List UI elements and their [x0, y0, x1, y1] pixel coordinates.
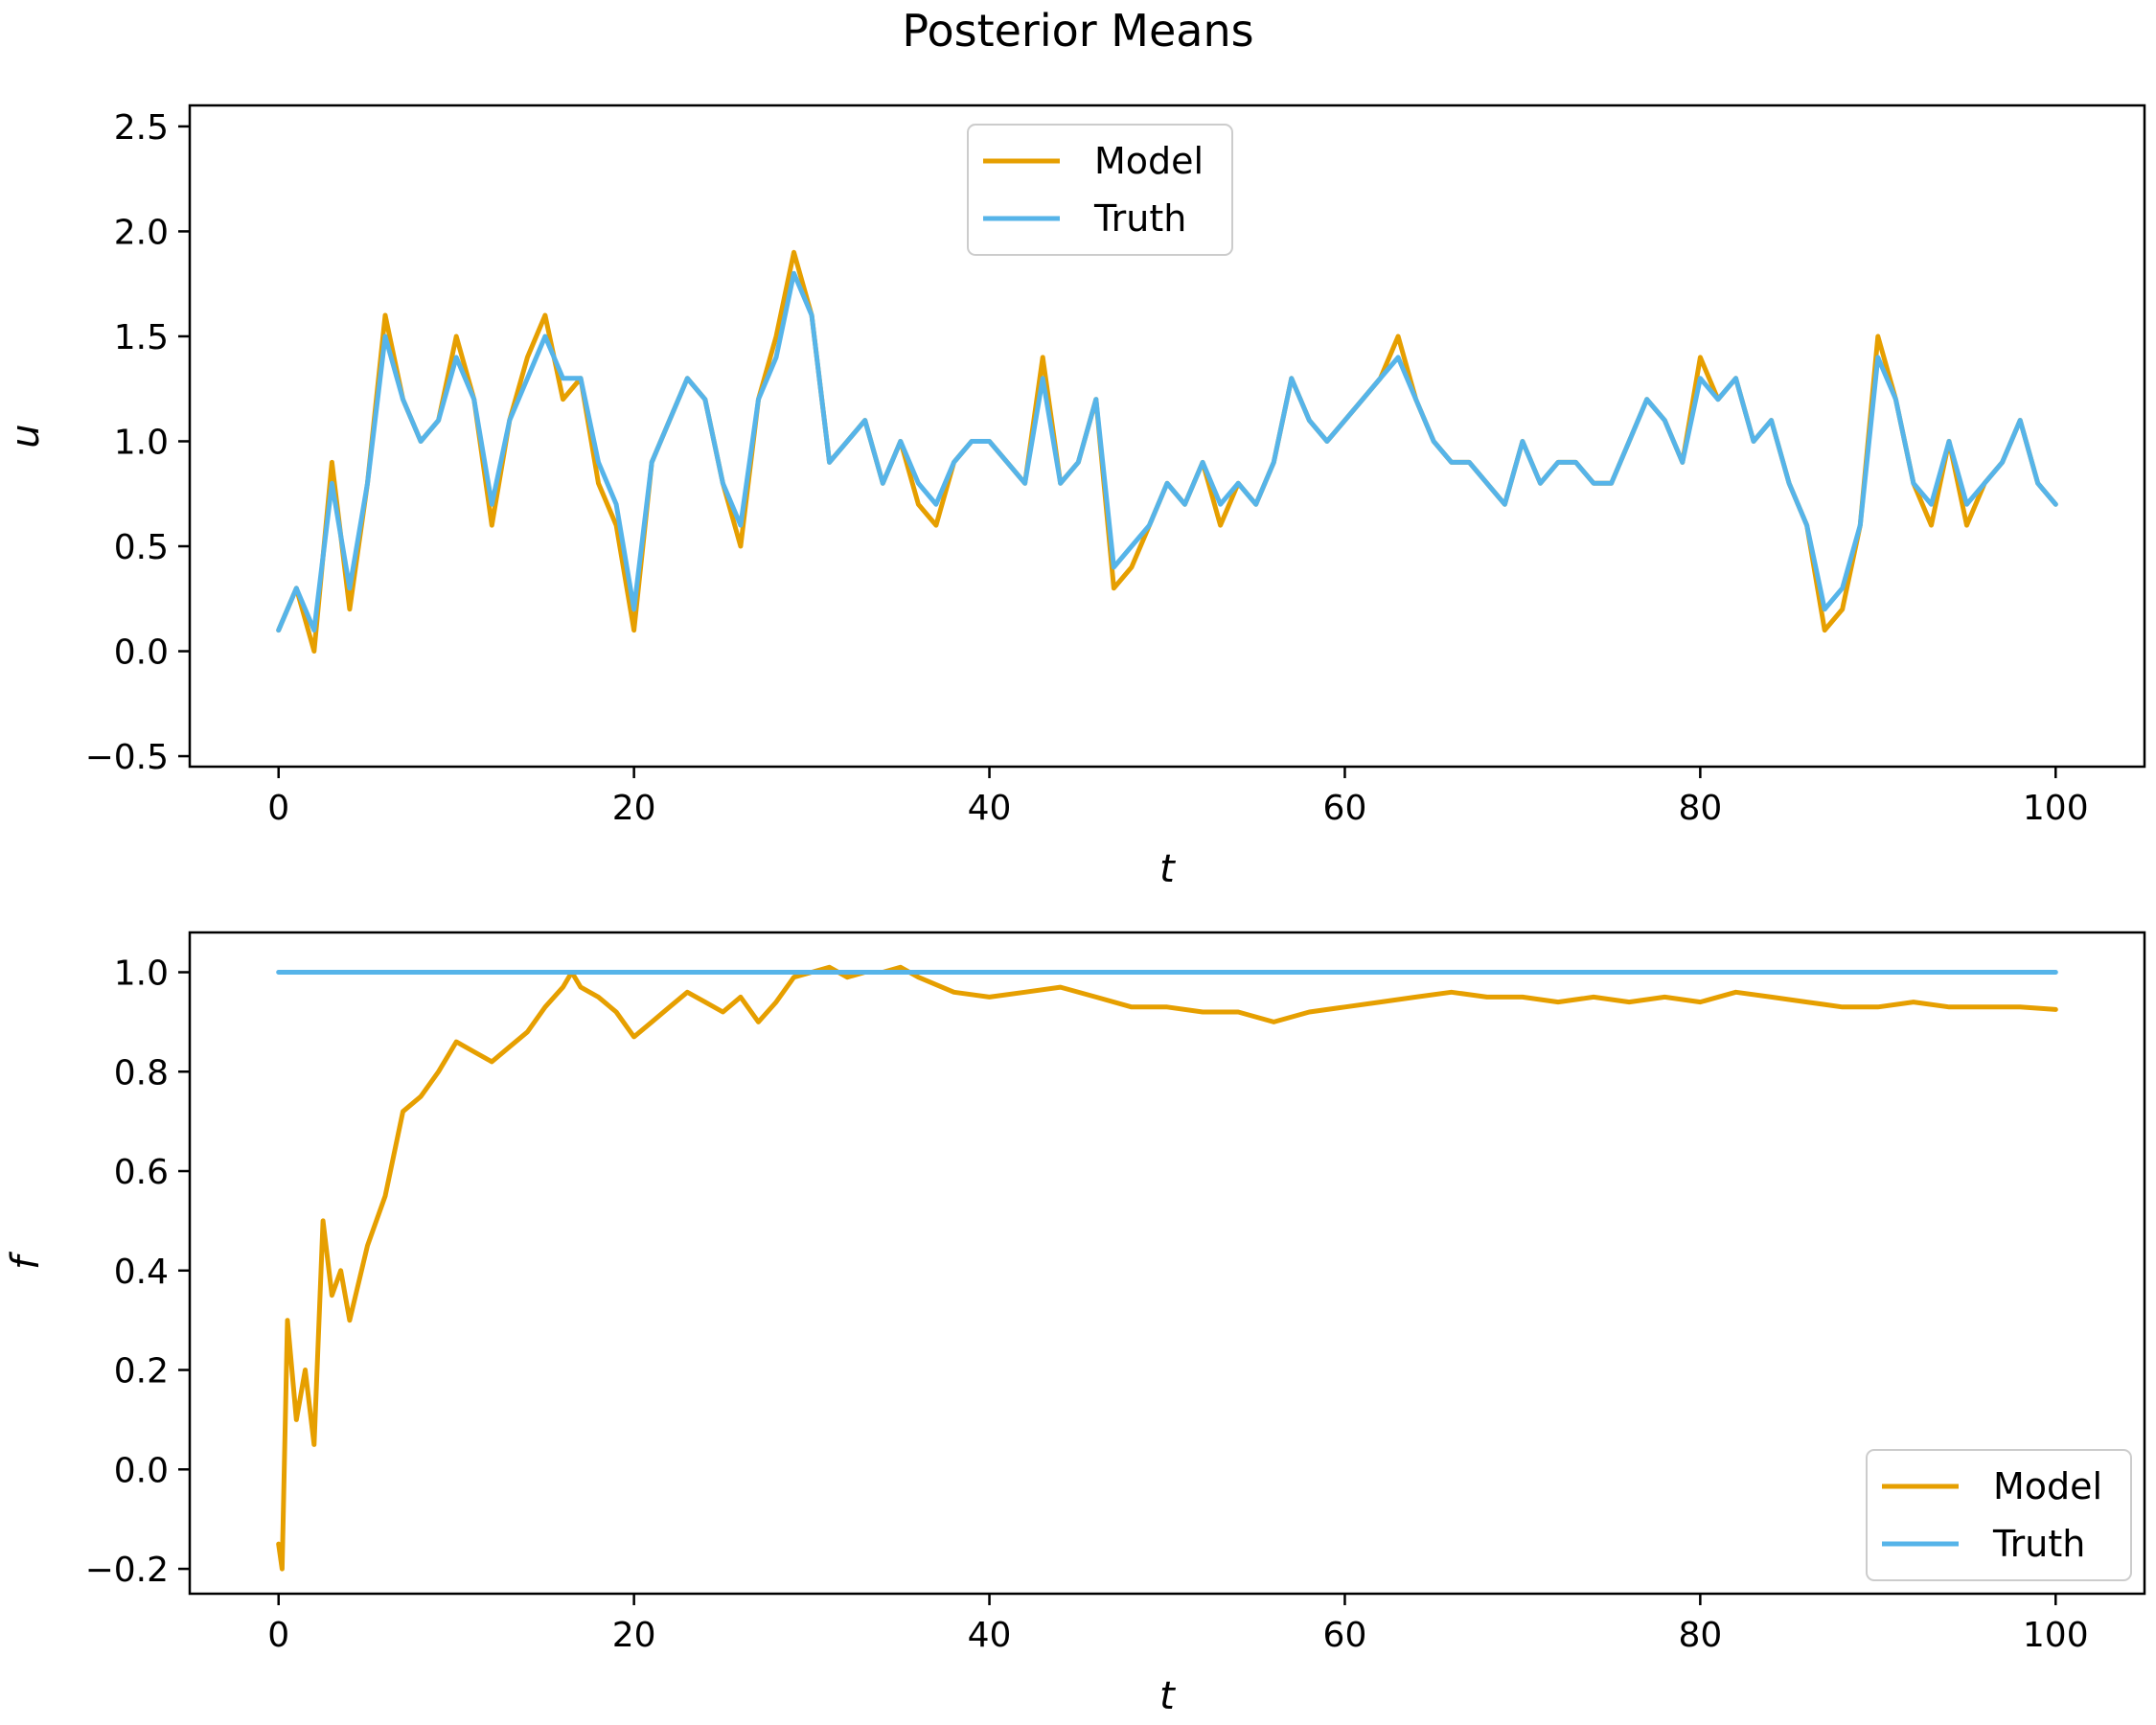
y-tick-label: 1.0 [114, 423, 169, 462]
plot-area-u [276, 249, 2058, 654]
panel-f: 0 20 40 60 80 100−0.20.00.20.40.60.81.0tfMode… [4, 931, 2146, 1718]
x-tick-label: 0 [267, 1616, 289, 1655]
y-tick-label: −0.5 [85, 738, 169, 777]
x-tick-label: 0 [267, 789, 289, 828]
y-tick-label: 0.4 [114, 1253, 169, 1292]
legend-label-truth: Truth [1992, 1523, 2085, 1565]
y-axis-label: u [4, 424, 48, 448]
legend-label-model: Model [1094, 140, 1204, 182]
x-tick-label: 100 [2023, 1616, 2089, 1655]
x-tick-label: 40 [968, 789, 1012, 828]
y-tick-label: 2.5 [114, 108, 169, 148]
y-tick-label: 0.0 [114, 1451, 169, 1490]
legend-box [1866, 1449, 2132, 1581]
axes-frame-u [188, 104, 2146, 769]
x-tick-label: 20 [612, 1616, 656, 1655]
y-tick-label: 0.2 [114, 1352, 169, 1392]
legend-label-model: Model [1993, 1465, 2102, 1507]
x-tick-label: 100 [2023, 789, 2089, 828]
legend-label-truth: Truth [1093, 197, 1186, 240]
x-tick-label: 80 [1678, 1616, 1722, 1655]
legend-box [967, 124, 1233, 256]
plot-area-f [276, 964, 2058, 1572]
x-axis-label: t [1159, 847, 1176, 891]
y-tick-label: 0.8 [114, 1053, 169, 1092]
axes-frame-f [188, 931, 2146, 1596]
y-tick-label: 1.5 [114, 318, 169, 357]
figure-title: Posterior Means [902, 5, 1253, 57]
y-tick-label: 1.0 [114, 954, 169, 994]
y-tick-label: −0.2 [85, 1551, 169, 1590]
x-tick-label: 60 [1323, 1616, 1367, 1655]
x-tick-label: 40 [968, 1616, 1012, 1655]
series-line-u-truth [276, 270, 2058, 633]
y-tick-label: 0.0 [114, 633, 169, 673]
y-tick-label: 0.6 [114, 1153, 169, 1192]
legend-f: Model Truth [1866, 1449, 2132, 1581]
panel-u: 0 20 40 60 80 100 −0.5 0.0 0.5 1.0 1.5 2.0 2.5 t u Mode… [4, 104, 2146, 891]
x-axis-label: t [1159, 1674, 1176, 1718]
series-line-f-model [276, 964, 2058, 1572]
y-tick-label: 2.0 [114, 213, 169, 252]
legend-u: Model Truth [967, 124, 1233, 256]
y-tick-label: 0.5 [114, 528, 169, 567]
x-tick-label: 60 [1323, 789, 1367, 828]
x-tick-label: 20 [612, 789, 656, 828]
x-tick-label: 80 [1678, 789, 1722, 828]
